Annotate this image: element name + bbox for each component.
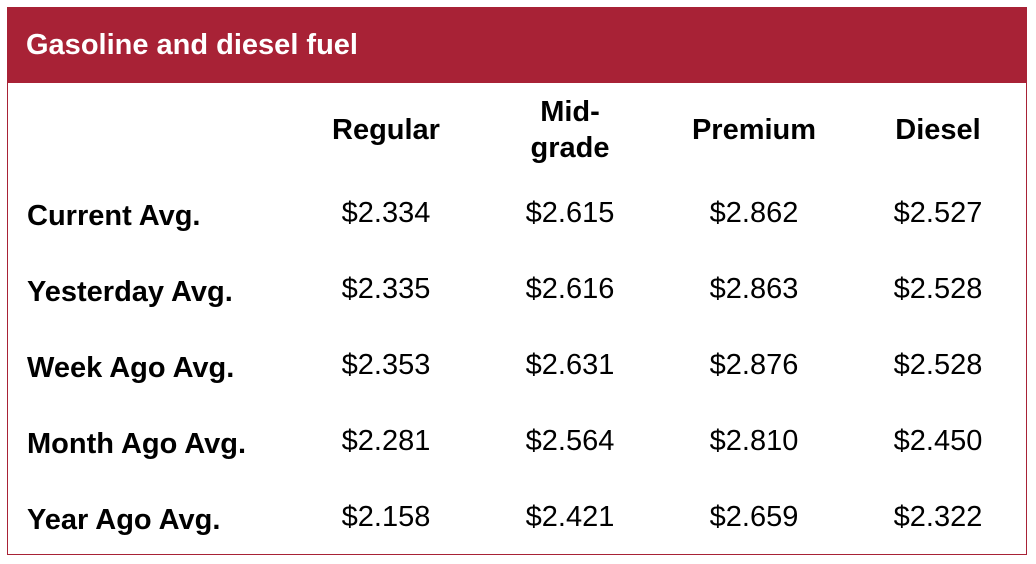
cell-year-ago-premium: $2.659 (709, 501, 799, 533)
cell-week-ago-regular: $2.353 (341, 349, 431, 381)
column-header-premium: Premium (691, 114, 817, 146)
row-label-year-ago: Year Ago Avg. (27, 504, 221, 536)
cell-month-ago-premium: $2.810 (709, 425, 799, 457)
column-header-midgrade: Mid- grade (530, 96, 610, 164)
cell-week-ago-midgrade: $2.631 (525, 349, 615, 381)
row-label-week-ago: Week Ago Avg. (27, 352, 235, 384)
cell-yesterday-regular: $2.335 (341, 273, 431, 305)
fuel-price-table: Gasoline and diesel fuel Regular Mid- gr… (7, 7, 1027, 555)
cell-week-ago-premium: $2.876 (709, 349, 799, 381)
cell-year-ago-midgrade: $2.421 (525, 501, 615, 533)
column-header-diesel: Diesel (895, 114, 981, 146)
cell-current-midgrade: $2.615 (525, 197, 615, 229)
cell-week-ago-diesel: $2.528 (893, 349, 983, 381)
table-header-bar: Gasoline and diesel fuel (8, 8, 1026, 83)
cell-month-ago-regular: $2.281 (341, 425, 431, 457)
cell-month-ago-diesel: $2.450 (893, 425, 983, 457)
cell-year-ago-regular: $2.158 (341, 501, 431, 533)
table-title: Gasoline and diesel fuel (26, 29, 358, 61)
cell-yesterday-midgrade: $2.616 (525, 273, 615, 305)
column-header-regular: Regular (332, 114, 440, 146)
cell-yesterday-premium: $2.863 (709, 273, 799, 305)
row-label-yesterday: Yesterday Avg. (27, 276, 233, 308)
row-label-current: Current Avg. (27, 200, 201, 232)
row-label-month-ago: Month Ago Avg. (27, 428, 247, 460)
cell-current-diesel: $2.527 (893, 197, 983, 229)
cell-month-ago-midgrade: $2.564 (525, 425, 615, 457)
cell-current-premium: $2.862 (709, 197, 799, 229)
cell-yesterday-diesel: $2.528 (893, 273, 983, 305)
cell-year-ago-diesel: $2.322 (893, 501, 983, 533)
cell-current-regular: $2.334 (341, 197, 431, 229)
